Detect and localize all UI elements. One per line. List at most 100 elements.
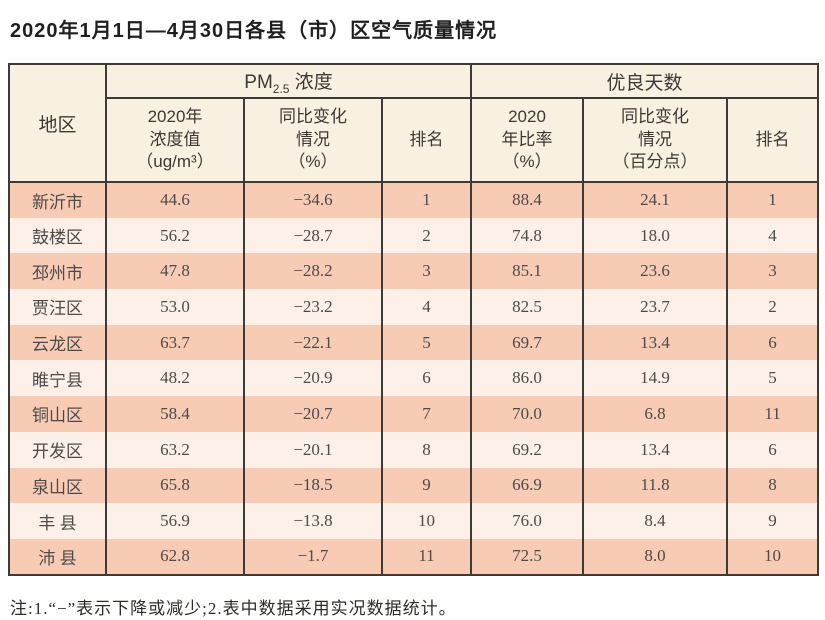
- cell-pm-change: −22.1: [243, 324, 383, 361]
- cell-good-rank: 11: [726, 396, 820, 432]
- table-row: 鼓楼区 56.2 −28.7 2 74.8 18.0 4: [8, 217, 820, 254]
- cell-good-rate: 69.2: [470, 431, 585, 468]
- table-row: 睢宁县 48.2 −20.9 6 86.0 14.9 5: [8, 360, 820, 397]
- cell-good-change: 23.6: [582, 253, 729, 290]
- cell-pm-change: −1.7: [243, 538, 383, 575]
- cell-region: 泉山区: [8, 467, 107, 504]
- cell-pm-change: −28.2: [243, 253, 383, 290]
- header-group-pm25: PM2.5 浓度: [104, 64, 473, 99]
- cell-good-rank: 4: [726, 217, 820, 254]
- cell-pm-rank: 4: [380, 289, 473, 325]
- header-good-rank: 排名: [726, 98, 820, 183]
- table-row: 贾汪区 53.0 −23.2 4 82.5 23.7 2: [8, 289, 820, 325]
- cell-good-rank: 5: [726, 360, 820, 397]
- cell-pm-rank: 8: [380, 431, 473, 468]
- cell-pm-value: 63.7: [105, 324, 245, 361]
- table-row: 铜山区 58.4 −20.7 7 70.0 6.8 11: [8, 396, 820, 432]
- cell-pm-rank: 2: [380, 217, 473, 254]
- cell-pm-value: 62.8: [105, 538, 245, 575]
- cell-good-rate: 88.4: [470, 182, 585, 218]
- cell-region: 沛 县: [8, 538, 107, 575]
- cell-good-rank: 9: [726, 503, 820, 539]
- cell-good-rank: 6: [726, 324, 820, 361]
- table-body: 新沂市 44.6 −34.6 1 88.4 24.1 1 鼓楼区 56.2 −28.7 2 74.8 1…: [8, 182, 820, 575]
- cell-good-rate: 66.9: [470, 467, 585, 504]
- cell-pm-change: −23.2: [243, 289, 383, 325]
- cell-pm-rank: 11: [380, 538, 473, 575]
- cell-pm-value: 63.2: [105, 431, 245, 468]
- cell-good-rank: 2: [726, 289, 820, 325]
- pm25-label-prefix: PM: [244, 71, 273, 93]
- cell-good-change: 8.0: [582, 538, 729, 575]
- cell-good-rate: 69.7: [470, 324, 585, 361]
- cell-good-rank: 1: [726, 182, 820, 218]
- cell-good-change: 14.9: [582, 360, 729, 397]
- cell-pm-rank: 6: [380, 360, 473, 397]
- cell-good-rate: 70.0: [470, 396, 585, 432]
- cell-pm-value: 56.9: [105, 503, 245, 539]
- cell-region: 睢宁县: [8, 360, 107, 397]
- air-quality-table: 地区 PM2.5 浓度 优良天数 2020年 浓度值 （ug/m³） 同比变化 …: [8, 63, 820, 576]
- cell-good-change: 24.1: [582, 182, 729, 218]
- cell-good-rank: 3: [726, 253, 820, 290]
- cell-good-rank: 8: [726, 467, 820, 504]
- header-good-change: 同比变化 情况 （百分点）: [582, 98, 729, 183]
- cell-pm-value: 65.8: [105, 467, 245, 504]
- table-row: 开发区 63.2 −20.1 8 69.2 13.4 6: [8, 431, 820, 468]
- cell-good-rank: 6: [726, 431, 820, 468]
- table-header: 地区 PM2.5 浓度 优良天数 2020年 浓度值 （ug/m³） 同比变化 …: [8, 64, 820, 183]
- cell-pm-rank: 10: [380, 503, 473, 539]
- cell-good-change: 11.8: [582, 467, 729, 504]
- cell-good-change: 6.8: [582, 396, 729, 432]
- cell-region: 贾汪区: [8, 289, 107, 325]
- cell-pm-change: −20.9: [243, 360, 383, 397]
- cell-pm-value: 53.0: [105, 289, 245, 325]
- cell-pm-rank: 5: [380, 324, 473, 361]
- cell-region: 邳州市: [8, 253, 107, 290]
- cell-pm-value: 56.2: [105, 217, 245, 254]
- table-row: 新沂市 44.6 −34.6 1 88.4 24.1 1: [8, 182, 820, 218]
- cell-pm-change: −18.5: [243, 467, 383, 504]
- cell-region: 鼓楼区: [8, 217, 107, 254]
- table-row: 云龙区 63.7 −22.1 5 69.7 13.4 6: [8, 324, 820, 361]
- cell-good-change: 18.0: [582, 217, 729, 254]
- header-group-good-days: 优良天数: [470, 64, 820, 99]
- cell-good-rate: 86.0: [470, 360, 585, 397]
- cell-pm-change: −20.7: [243, 396, 383, 432]
- cell-pm-rank: 1: [380, 182, 473, 218]
- cell-good-rate: 76.0: [470, 503, 585, 539]
- cell-pm-change: −13.8: [243, 503, 383, 539]
- cell-pm-rank: 3: [380, 253, 473, 290]
- cell-pm-change: −28.7: [243, 217, 383, 254]
- cell-good-change: 8.4: [582, 503, 729, 539]
- pm25-label-subscript: 2.5: [272, 81, 290, 96]
- header-pm-value: 2020年 浓度值 （ug/m³）: [105, 98, 245, 183]
- cell-pm-change: −20.1: [243, 431, 383, 468]
- cell-pm-value: 44.6: [105, 182, 245, 218]
- cell-pm-value: 47.8: [105, 253, 245, 290]
- cell-region: 铜山区: [8, 396, 107, 432]
- table-row: 丰 县 56.9 −13.8 10 76.0 8.4 9: [8, 503, 820, 539]
- header-good-rate: 2020 年比率 （%）: [470, 98, 585, 183]
- table-footnote: 注:1.“−”表示下降或减少;2.表中数据采用实况数据统计。: [10, 598, 457, 618]
- cell-good-change: 23.7: [582, 289, 729, 325]
- header-pm-rank: 排名: [380, 98, 473, 183]
- cell-region: 丰 县: [8, 503, 107, 539]
- header-pm-change: 同比变化 情况 （%）: [243, 98, 383, 183]
- cell-good-change: 13.4: [582, 431, 729, 468]
- cell-good-rate: 82.5: [470, 289, 585, 325]
- table-row: 沛 县 62.8 −1.7 11 72.5 8.0 10: [8, 538, 820, 575]
- cell-region: 云龙区: [8, 324, 107, 361]
- header-region: 地区: [8, 64, 107, 183]
- cell-pm-value: 58.4: [105, 396, 245, 432]
- cell-region: 开发区: [8, 431, 107, 468]
- cell-good-rate: 72.5: [470, 538, 585, 575]
- table-row: 邳州市 47.8 −28.2 3 85.1 23.6 3: [8, 253, 820, 290]
- cell-good-rate: 74.8: [470, 217, 585, 254]
- table-row: 泉山区 65.8 −18.5 9 66.9 11.8 8: [8, 467, 820, 504]
- cell-region: 新沂市: [8, 182, 107, 218]
- cell-pm-change: −34.6: [243, 182, 383, 218]
- pm25-label-suffix: 浓度: [289, 71, 333, 93]
- page-title: 2020年1月1日—4月30日各县（市）区空气质量情况: [10, 20, 498, 42]
- cell-good-rank: 10: [726, 538, 820, 575]
